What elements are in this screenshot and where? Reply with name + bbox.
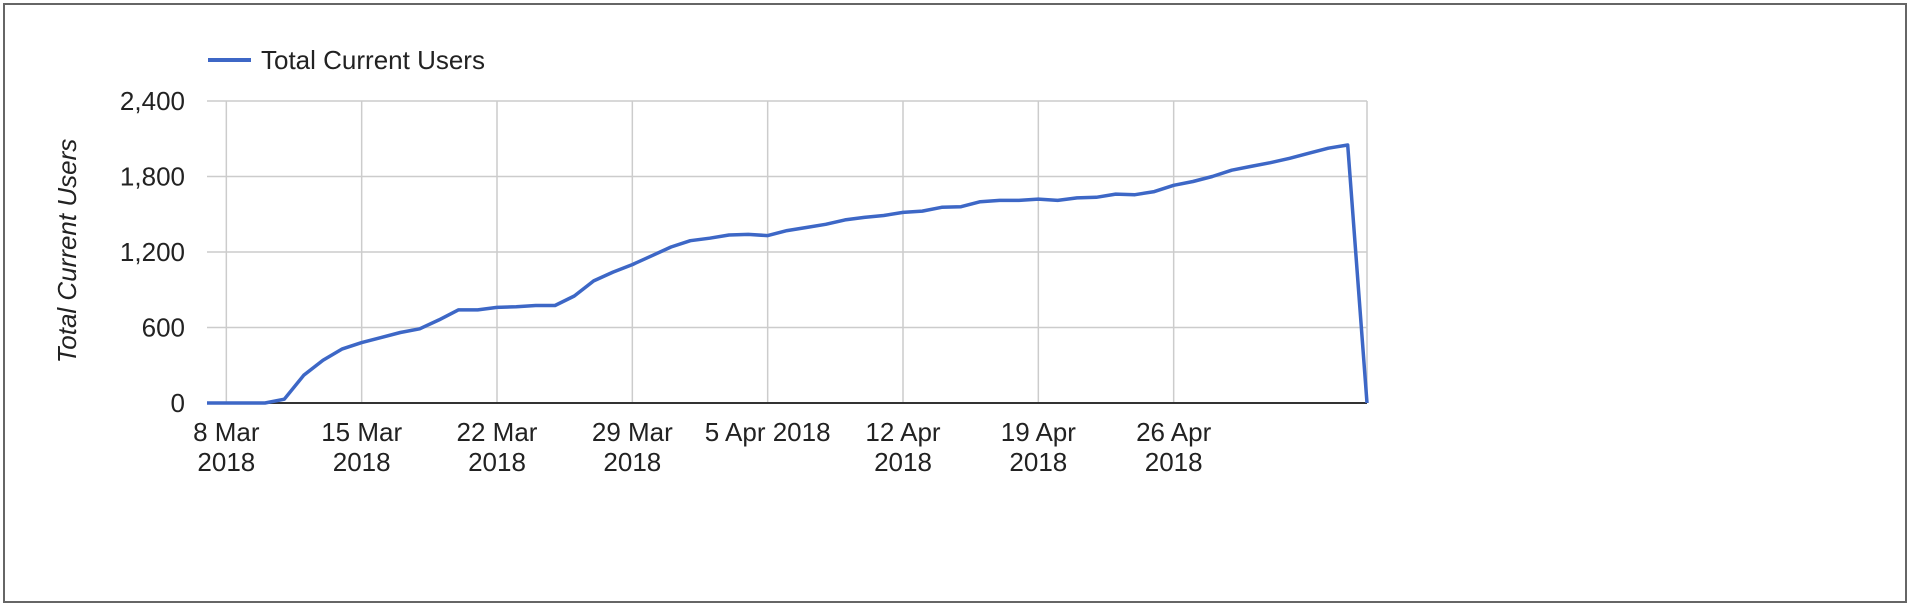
legend: Total Current Users [208, 45, 485, 75]
gridlines [207, 100, 1368, 403]
x-tick-label: 26 Apr 2018 [1136, 417, 1212, 477]
legend-label: Total Current Users [261, 45, 485, 75]
y-tick-label: 1,800 [120, 162, 185, 192]
series-line [207, 143, 1369, 405]
x-tick-label: 19 Apr 2018 [1001, 417, 1077, 477]
x-tick-label: 15 Mar 2018 [321, 417, 402, 477]
y-tick-label: 600 [142, 313, 185, 343]
series-layer [207, 143, 1369, 405]
x-tick-label: 22 Mar 2018 [457, 417, 538, 477]
y-tick-label: 2,400 [120, 86, 185, 116]
x-tick-label: 29 Mar 2018 [592, 417, 673, 477]
x-tick-label: 8 Mar 2018 [193, 417, 260, 477]
x-tick-label: 12 Apr 2018 [865, 417, 941, 477]
tick-labels: 0 600 1,200 1,800 2,400 8 Mar 2018 15 Mar 2018 22… [120, 86, 1212, 477]
y-axis-title: Total Current Users [52, 139, 82, 363]
chart-frame: 0 600 1,200 1,800 2,400 8 Mar 2018 15 Mar 2018 22… [3, 3, 1907, 603]
y-tick-label: 0 [171, 388, 185, 418]
line-chart: 0 600 1,200 1,800 2,400 8 Mar 2018 15 Mar 2018 22… [52, 45, 1369, 477]
x-tick-label: 5 Apr 2018 [705, 417, 831, 447]
y-tick-label: 1,200 [120, 237, 185, 267]
